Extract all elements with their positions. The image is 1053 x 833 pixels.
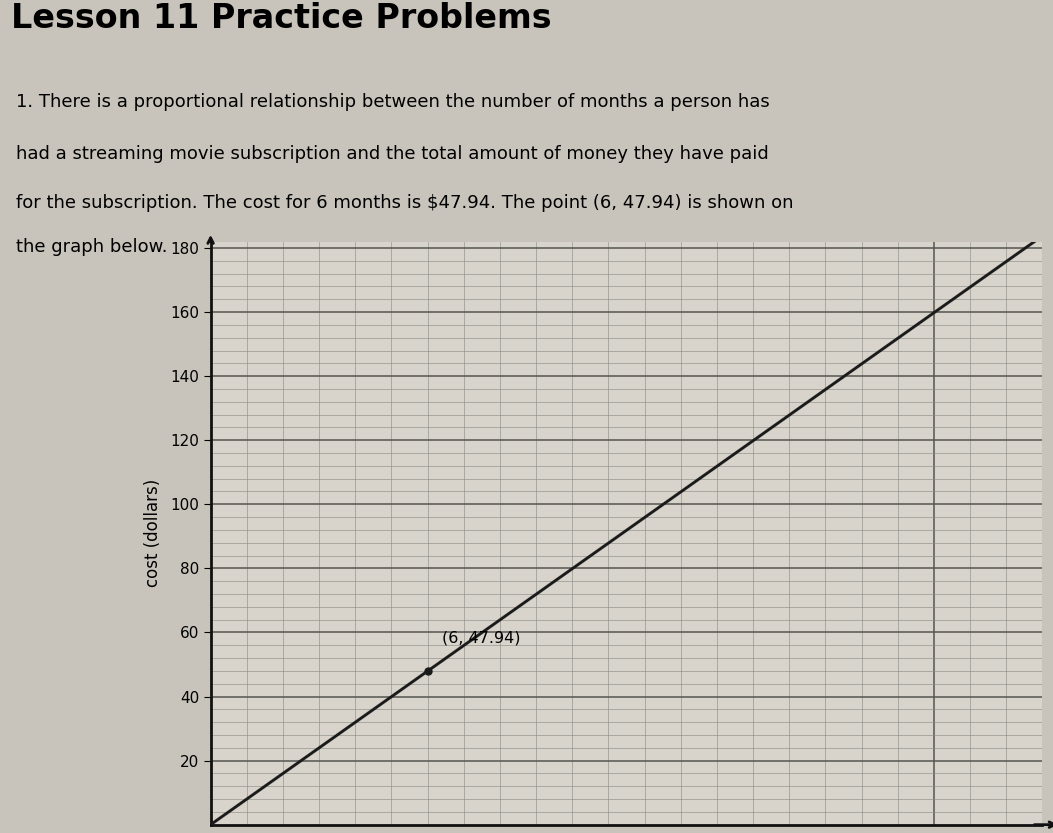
Text: (6, 47.94): (6, 47.94) <box>442 631 520 646</box>
Text: Lesson 11 Practice Problems: Lesson 11 Practice Problems <box>11 2 551 35</box>
Text: the graph below.: the graph below. <box>16 238 167 256</box>
Text: had a streaming movie subscription and the total amount of money they have paid: had a streaming movie subscription and t… <box>16 145 769 162</box>
Text: for the subscription. The cost for 6 months is $47.94. The point (6, 47.94) is s: for the subscription. The cost for 6 mon… <box>16 193 793 212</box>
Y-axis label: cost (dollars): cost (dollars) <box>144 479 162 587</box>
Text: 1. There is a proportional relationship between the number of months a person ha: 1. There is a proportional relationship … <box>16 93 770 112</box>
